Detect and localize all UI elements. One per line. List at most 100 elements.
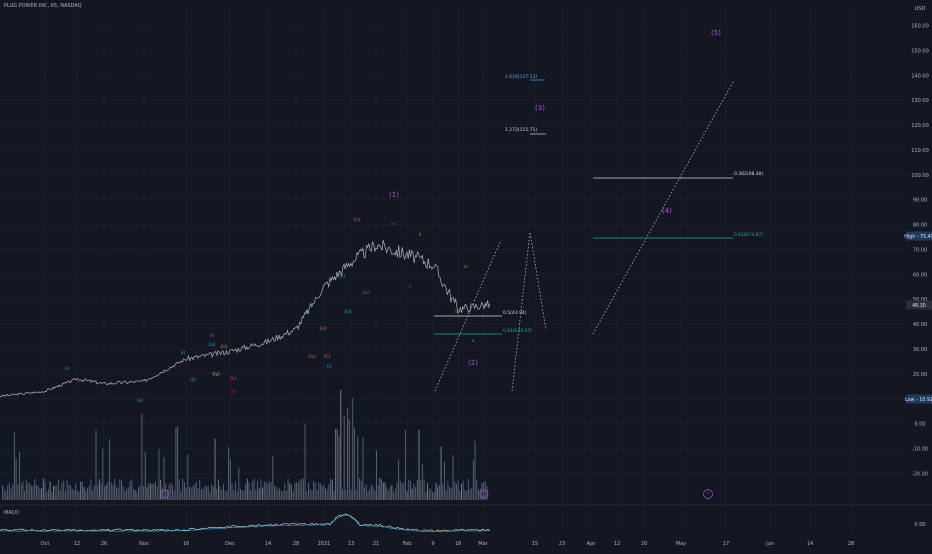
volume-bar xyxy=(226,490,228,500)
volume-bar xyxy=(440,446,442,500)
volume-bar xyxy=(299,479,301,500)
volume-bar xyxy=(416,479,418,500)
volume-bar xyxy=(268,481,270,500)
fib-level-label: 0.618(74.87) xyxy=(734,232,764,238)
volume-bar xyxy=(53,485,54,500)
price-tick-label: 20.00 xyxy=(913,372,927,378)
volume-bar xyxy=(76,490,78,500)
volume-bar xyxy=(58,479,60,500)
volume-bar xyxy=(461,483,462,500)
volume-bar xyxy=(160,479,162,500)
volume-bar xyxy=(379,478,381,500)
volume-bar xyxy=(382,482,384,500)
volume-bar xyxy=(474,440,476,500)
volume-bar xyxy=(486,486,488,500)
time-axis[interactable]: Oct 12 26 Nov 16 Dec 14 28 2021 13 21 Feb 9 18 Mar 15 23… xyxy=(41,541,855,547)
currency-label: USD xyxy=(915,6,926,12)
low-badge: Low - 10.92 xyxy=(905,397,932,403)
volume-bar xyxy=(195,481,197,500)
volume-bar xyxy=(481,483,483,500)
volume-bar xyxy=(37,485,39,500)
wave-label: (2) xyxy=(468,359,478,367)
volume-bar xyxy=(136,491,138,500)
volume-bar xyxy=(5,490,7,500)
volume-bar xyxy=(34,478,36,500)
volume-bar xyxy=(367,491,369,500)
volume-bar xyxy=(257,480,258,500)
volume-bar xyxy=(425,491,427,500)
volume-bar xyxy=(107,481,109,500)
volume-bar xyxy=(124,490,126,500)
price-axis[interactable]: 160.00 150.00 140.00 130.00 120.00 110.00 100.… xyxy=(911,24,929,478)
volume-bar xyxy=(155,481,156,500)
volume-bar xyxy=(29,482,31,500)
time-tick-label: Jun xyxy=(765,541,774,547)
high-badge: High - 75.49 xyxy=(904,234,932,240)
volume-bar xyxy=(39,488,41,500)
fib-level-label: 1.618(137.13) xyxy=(505,74,537,80)
volume-bar xyxy=(291,484,292,500)
time-tick-label: May xyxy=(676,541,686,547)
price-tick-label: 80.00 xyxy=(913,223,927,229)
price-tick-label: 40.00 xyxy=(913,322,927,328)
volume-bar xyxy=(301,479,303,500)
wave-label: (C) xyxy=(230,376,237,382)
volume-bar xyxy=(190,487,192,500)
volume-bar xyxy=(27,483,29,500)
volume-bar xyxy=(343,415,345,500)
wave-label: (v) xyxy=(390,221,396,227)
volume-bar xyxy=(377,485,379,500)
projection-lines xyxy=(434,81,734,392)
volume-bar xyxy=(104,486,105,500)
volume-bars xyxy=(2,390,488,500)
volume-bar xyxy=(180,491,182,500)
volume-bar xyxy=(204,485,206,500)
wave-label: (1) xyxy=(389,191,399,199)
volume-bar xyxy=(172,485,173,500)
volume-bar xyxy=(447,481,449,500)
wave-label: (5) xyxy=(711,29,721,37)
volume-bar xyxy=(47,488,49,500)
volume-bar xyxy=(61,482,63,500)
volume-bar xyxy=(56,485,58,500)
volume-bar xyxy=(483,482,485,500)
volume-bar xyxy=(304,423,306,500)
price-series xyxy=(0,239,491,398)
volume-bar xyxy=(321,485,323,500)
volume-bar xyxy=(98,479,100,500)
volume-bar xyxy=(277,489,279,500)
volume-bar xyxy=(17,484,19,500)
channel-line-lower xyxy=(434,239,502,392)
volume-bar xyxy=(85,490,87,500)
volume-bar xyxy=(8,482,10,500)
volume-bar xyxy=(340,390,342,500)
volume-bar xyxy=(206,486,207,500)
volume-bar xyxy=(394,488,396,500)
volume-bar xyxy=(442,483,444,500)
volume-bar xyxy=(294,482,296,500)
volume-bar xyxy=(64,490,66,500)
fib-level-label: 1.272(115.71) xyxy=(505,127,537,133)
wave-label: v xyxy=(472,339,475,344)
volume-bar xyxy=(115,486,117,500)
volume-bar xyxy=(36,485,37,500)
volume-bar xyxy=(287,478,289,500)
wave-marker-circle xyxy=(479,489,489,499)
price-tick-label: 70.00 xyxy=(913,247,927,253)
projection-wave-5 xyxy=(592,81,734,335)
volume-bar xyxy=(362,437,364,500)
volume-bar xyxy=(280,490,282,500)
volume-bar xyxy=(403,482,405,500)
wave-label: (i) xyxy=(327,364,332,370)
volume-bar xyxy=(398,459,400,500)
volume-bar xyxy=(389,487,391,500)
volume-bar xyxy=(2,485,3,500)
volume-bar xyxy=(245,484,247,500)
volume-bar xyxy=(326,489,328,500)
volume-bar xyxy=(146,487,148,500)
volume-bar xyxy=(88,485,90,500)
volume-bar xyxy=(219,486,221,500)
volume-bar xyxy=(81,481,83,500)
volume-bar xyxy=(241,490,243,500)
